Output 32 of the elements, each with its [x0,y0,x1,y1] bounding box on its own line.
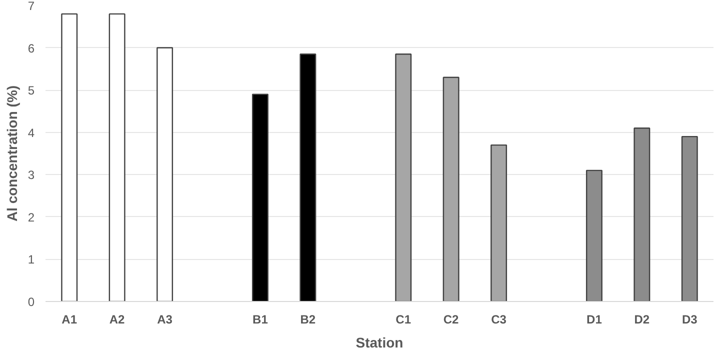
x-tick-label: A3 [157,312,173,326]
bar [61,13,78,302]
x-tick-label: D2 [634,312,650,326]
bar [108,13,126,302]
y-tick-label: 0 [28,295,35,309]
bar [490,144,508,302]
y-tick-label: 3 [28,168,35,182]
y-tick-label: 6 [28,41,35,56]
bar [156,47,174,302]
y-tick-label: 7 [28,0,35,13]
x-tick-label: C3 [491,312,507,326]
bar [442,76,460,302]
x-tick-label: D3 [682,312,698,326]
bar [252,94,268,302]
bar [586,170,602,302]
y-tick-label: 4 [28,126,35,140]
x-tick-label: C1 [396,312,412,326]
bar [634,128,650,302]
bar [300,54,316,302]
x-tick-label: D1 [586,312,602,326]
x-tick-label: A1 [62,312,78,326]
x-tick-label: A2 [109,312,126,326]
x-axis-title: Station [356,334,404,350]
y-axis-title: Al concentration (%) [4,85,20,222]
y-tick-label: 5 [28,84,35,98]
x-tick-label: B1 [252,312,268,326]
bar [681,136,698,302]
bar [395,54,412,302]
x-tick-label: B2 [300,312,316,326]
y-tick-label: 2 [28,210,35,224]
x-tick-label: C2 [443,312,460,326]
y-tick-label: 1 [28,252,35,267]
